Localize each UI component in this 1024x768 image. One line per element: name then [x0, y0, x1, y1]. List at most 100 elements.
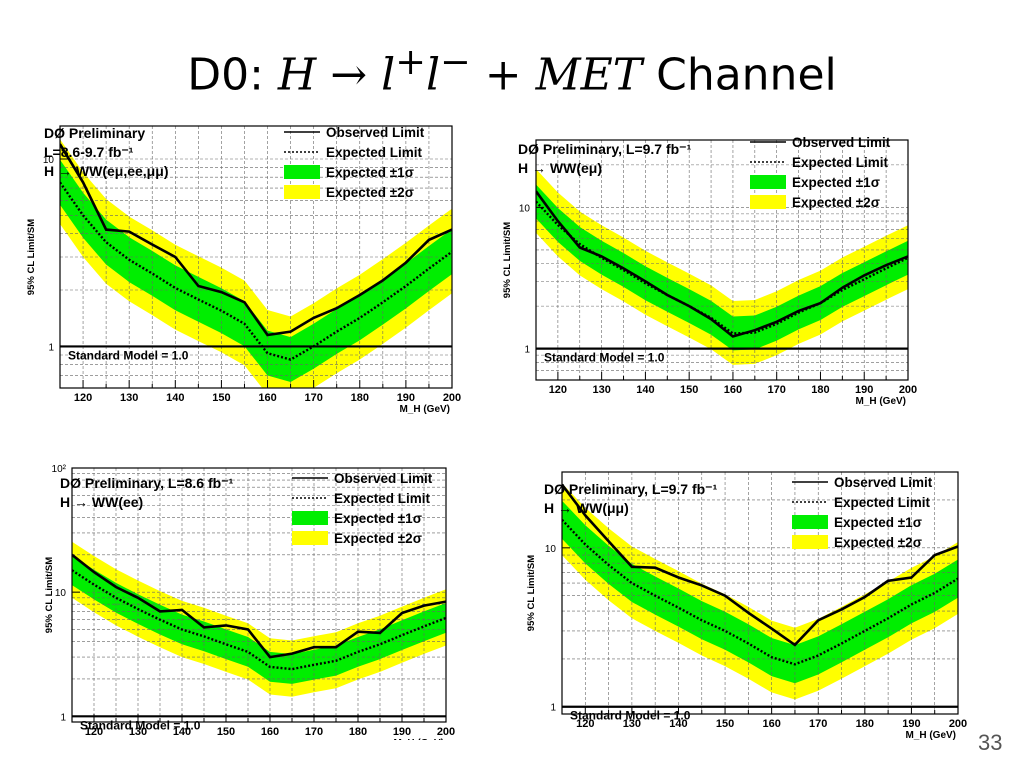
observed-point: [819, 302, 822, 305]
x-tick-label: 160: [724, 384, 742, 396]
observed-point: [174, 256, 177, 258]
title-lepton-2: l: [425, 49, 441, 101]
observed-point: [724, 594, 726, 597]
observed-point: [225, 624, 227, 627]
x-tick-label: 130: [129, 726, 147, 738]
observed-point: [797, 310, 800, 312]
observed-point: [863, 596, 866, 598]
x-tick-label: 150: [217, 726, 235, 738]
observed-point: [151, 243, 154, 246]
x-tick-label: 180: [856, 718, 874, 730]
observed-point: [269, 656, 271, 658]
legend-expected-label: Expected Limit: [834, 495, 931, 510]
observed-point: [423, 604, 425, 607]
plot-frame: [561, 471, 959, 715]
observed-point: [770, 627, 773, 630]
title-plus: +: [470, 49, 536, 101]
y-tick-label: 10: [55, 588, 67, 599]
observed-point: [700, 584, 703, 587]
x-tick-label: 190: [397, 392, 415, 404]
observed-point: [220, 291, 223, 293]
observed-point: [181, 608, 183, 611]
chart-panel-combined: 120 130 140 150 160 170 180 190 200 1 10 95% CL Lim…: [22, 118, 462, 418]
y-tick-label: 1: [550, 703, 556, 714]
observed-point: [863, 274, 866, 277]
x-tick-label: 170: [304, 392, 322, 404]
legend-2sigma-label: Expected ±2σ: [834, 535, 922, 550]
x-tick-label: 170: [305, 726, 323, 738]
legend-observed-label: Observed Limit: [792, 135, 891, 150]
observed-point: [266, 334, 269, 336]
x-tick-label: 140: [669, 718, 687, 730]
observed-point: [93, 571, 95, 574]
observed-point: [404, 261, 407, 264]
observed-point: [243, 301, 246, 304]
x-tick-label: 180: [349, 726, 367, 738]
y-tick-label: 1: [524, 345, 530, 356]
observed-point: [159, 610, 161, 613]
plot-area: [60, 126, 452, 388]
plot-frame: [535, 139, 909, 381]
observed-point: [82, 181, 84, 184]
x-tick-label: 130: [592, 384, 610, 396]
legend-observed-label: Observed Limit: [326, 125, 425, 140]
legend-1sigma-swatch: [292, 511, 328, 525]
observed-point: [289, 330, 292, 333]
x-tick-label: 140: [166, 392, 184, 404]
y-tick-label: 10: [43, 155, 55, 166]
observed-point: [630, 565, 633, 568]
title-minus-sup: −: [440, 40, 471, 83]
legend-1sigma-label: Expected ±1σ: [792, 175, 880, 190]
observed-point: [654, 566, 657, 569]
legend-1sigma-label: Expected ±1σ: [326, 165, 414, 180]
x-tick-label: 180: [351, 392, 369, 404]
y-tick-label: 10: [519, 203, 531, 214]
observed-point: [841, 286, 844, 289]
observed-point: [677, 576, 680, 579]
legend-1sigma-swatch: [792, 515, 828, 529]
observed-limit-line: [72, 553, 446, 659]
legend-2sigma-swatch: [750, 195, 786, 209]
x-tick-label: 120: [74, 392, 92, 404]
expected-limit-line: [72, 569, 446, 671]
x-tick-label: 140: [636, 384, 654, 396]
x-tick-label: 130: [623, 718, 641, 730]
observed-point: [578, 246, 581, 249]
sm-reference-label: Standard Model = 1.0: [80, 718, 201, 732]
legend-expected-label: Expected Limit: [334, 491, 431, 506]
observed-point: [335, 307, 338, 310]
observed-point: [197, 285, 200, 287]
observed-point: [710, 318, 712, 320]
observed-point: [747, 611, 750, 614]
x-tick-label: 190: [393, 726, 411, 738]
legend-1sigma-label: Expected ±1σ: [334, 511, 422, 526]
x-tick-label: 190: [855, 384, 873, 396]
observed-point: [291, 652, 293, 655]
observed-point: [137, 596, 139, 599]
title-h: H: [277, 49, 317, 101]
legend-2sigma-swatch: [284, 185, 320, 199]
observed-point: [357, 630, 359, 633]
x-tick-label: 170: [768, 384, 786, 396]
x-tick-label: 120: [576, 718, 594, 730]
chart-svg: 120 130 140 150 160 170 180 190 200 1 10 95% CL Lim…: [502, 135, 917, 407]
page-number: 33: [978, 730, 1003, 755]
legend-expected-label: Expected Limit: [326, 145, 423, 160]
y-axis-label: 95% CL Limit/SM: [502, 222, 513, 298]
y-tick-label: 10: [545, 544, 557, 555]
observed-point: [247, 628, 249, 631]
chart-panel-ee: 120 130 140 150 160 170 180 190 200 1 10 10² 95% CL …: [40, 458, 460, 749]
expected-limit-line: [536, 200, 908, 335]
observed-point: [775, 320, 778, 323]
observed-limit-line: [536, 190, 908, 338]
y-axis-label: 95% CL Limit/SM: [526, 555, 537, 631]
chart-title-line: L=8.6-9.7 fb⁻¹: [44, 144, 134, 160]
expected-1sigma-band: [562, 500, 958, 684]
observed-point: [607, 540, 610, 543]
observed-point: [840, 608, 843, 611]
y-tick-label: 10²: [52, 464, 67, 475]
legend-1sigma-label: Expected ±1σ: [834, 515, 922, 530]
expected-1sigma-band: [60, 159, 452, 382]
title-lepton-1: l: [381, 49, 396, 101]
observed-point: [379, 631, 381, 634]
